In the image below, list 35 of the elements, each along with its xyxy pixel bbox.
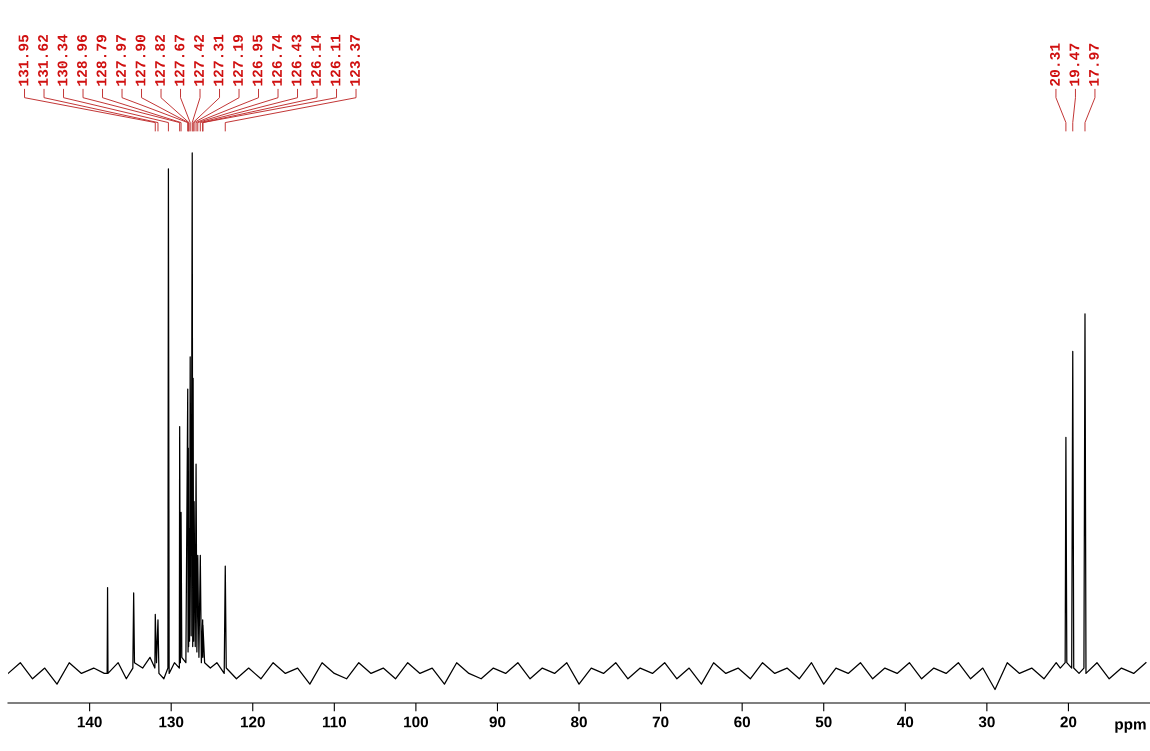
annotation: 127.97 [116,35,126,86]
annotation: 126.43 [291,34,302,86]
x-tick-label: 60 [734,716,751,728]
x-tick-label: 20 [1060,716,1077,728]
x-axis-title: ppm [1115,721,1146,733]
annotation: 126.74 [272,34,282,86]
x-tick-label: 90 [489,716,506,728]
annotation: 127.90 [135,34,146,86]
annotation: 20.31 [1049,43,1060,86]
annotation: 131.95 [18,34,29,86]
annotation: 126.14 [311,34,321,86]
annotation: 127.42 [194,34,204,86]
annotation: 126.11 [330,34,341,86]
annotation: 123.37 [350,35,360,86]
x-tick-label: 100 [404,716,429,728]
x-tick-label: 50 [815,716,832,728]
x-tick-label: 40 [897,716,914,728]
annotation: 131.62 [38,34,48,86]
annotation: 17.97 [1088,43,1099,86]
x-tick-label: 80 [571,716,587,728]
annotation: 127.82 [155,34,165,86]
x-tick-label: 120 [240,716,265,728]
annotation: 128.79 [96,35,107,86]
annotation: 126.95 [252,34,263,86]
annotation: 128.96 [77,34,87,86]
x-tick-label: 70 [652,716,669,728]
annotation: 127.67 [174,35,185,86]
annotation: 19.47 [1069,43,1080,86]
x-tick-label: 30 [978,716,995,728]
x-tick-label: 130 [159,716,184,728]
annotation: 127.31 [213,34,224,86]
x-tick-label: 140 [77,716,102,728]
annotation: 127.19 [233,35,243,86]
x-tick-label: 110 [322,716,347,728]
annotation: 130.34 [57,34,68,86]
